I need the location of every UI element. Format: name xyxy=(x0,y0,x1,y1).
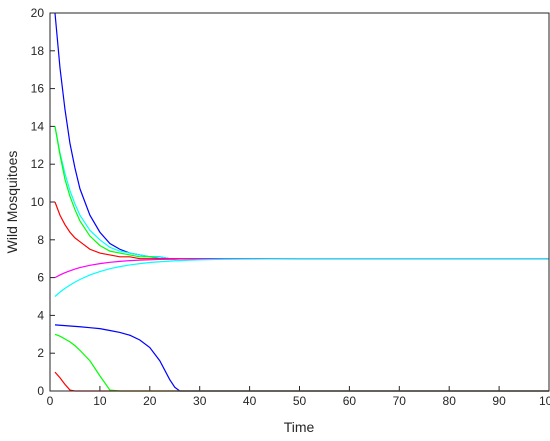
x-tick-label: 90 xyxy=(492,394,506,408)
x-tick-label: 20 xyxy=(143,394,157,408)
x-tick-label: 0 xyxy=(47,394,54,408)
y-tick-label: 12 xyxy=(31,157,45,171)
x-tick-label: 50 xyxy=(293,394,307,408)
y-tick-label: 0 xyxy=(37,384,44,398)
y-tick-label: 20 xyxy=(31,6,45,20)
y-tick-label: 2 xyxy=(37,346,44,360)
x-tick-label: 40 xyxy=(243,394,257,408)
y-tick-label: 14 xyxy=(31,119,45,133)
x-axis-label: Time xyxy=(284,419,315,435)
x-tick-label: 60 xyxy=(343,394,357,408)
x-tick-label: 100 xyxy=(539,394,550,408)
y-tick-label: 6 xyxy=(37,271,44,285)
x-tick-label: 80 xyxy=(443,394,457,408)
y-tick-label: 16 xyxy=(31,82,45,96)
y-axis-label: Wild Mosquitoes xyxy=(4,151,20,254)
x-tick-label: 70 xyxy=(393,394,407,408)
plot-frame xyxy=(49,12,550,392)
y-tick-label: 18 xyxy=(31,44,45,58)
series-line xyxy=(54,258,549,297)
y-tick-label: 10 xyxy=(31,195,45,209)
y-tick-label: 8 xyxy=(37,233,44,247)
x-tick-label: 10 xyxy=(93,394,107,408)
y-tick-label: 4 xyxy=(37,308,44,322)
x-tick-label: 30 xyxy=(193,394,207,408)
